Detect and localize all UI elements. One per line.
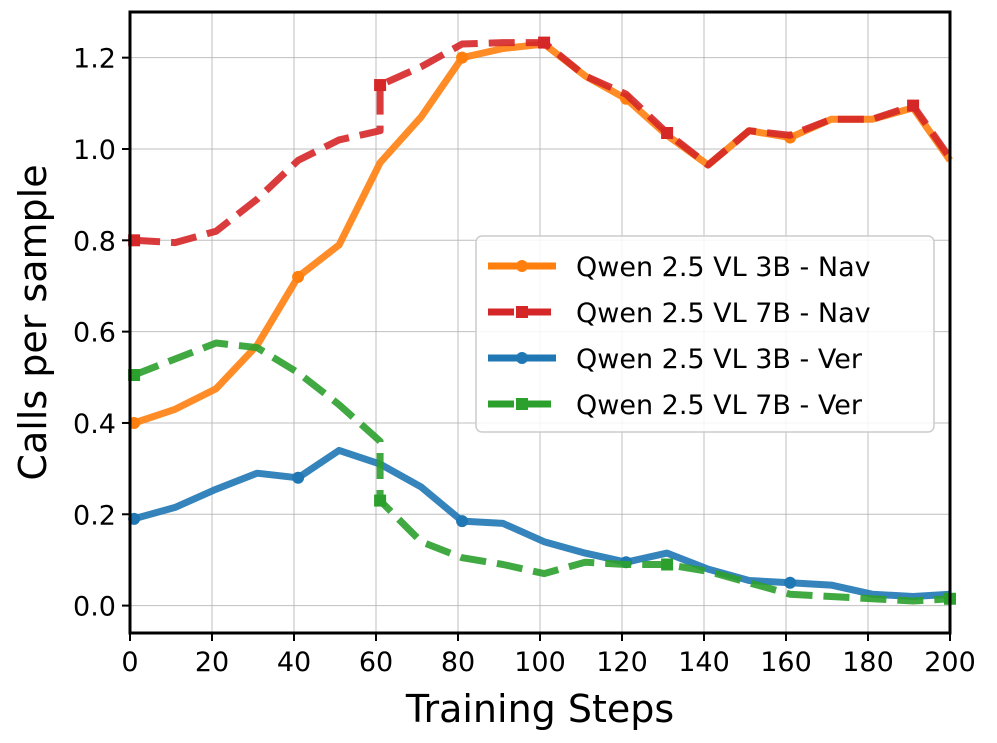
x-tick-label: 200	[924, 647, 976, 678]
series-line	[133, 446, 951, 600]
y-axis-label: Calls per sample	[11, 164, 55, 480]
series-marker	[907, 99, 920, 112]
legend-label: Qwen 2.5 VL 7B - Nav	[576, 298, 871, 329]
legend-label: Qwen 2.5 VL 7B - Ver	[576, 390, 863, 421]
x-tick-label: 0	[121, 647, 138, 678]
series-marker	[456, 51, 469, 64]
legend-item: Qwen 2.5 VL 7B - Nav	[488, 298, 871, 329]
x-tick-label: 60	[359, 647, 393, 678]
y-tick-label: 0.8	[73, 226, 116, 257]
series-line	[132, 339, 951, 605]
y-tick-label: 0.2	[73, 500, 116, 531]
series-marker	[374, 79, 387, 92]
x-tick-label: 40	[277, 647, 311, 678]
x-tick-label: 80	[441, 647, 475, 678]
y-tick-label: 0.0	[73, 592, 116, 623]
series-2	[128, 36, 953, 247]
legend-marker	[516, 306, 528, 318]
series-marker	[784, 576, 797, 589]
x-tick-label: 100	[514, 647, 566, 678]
x-tick-label: 20	[195, 647, 229, 678]
x-tick-label: 120	[596, 647, 648, 678]
legend-item: Qwen 2.5 VL 7B - Ver	[488, 390, 863, 421]
legend-item: Qwen 2.5 VL 3B - Nav	[488, 252, 871, 283]
series-marker	[292, 270, 305, 283]
legend-marker	[516, 398, 528, 410]
legend-label: Qwen 2.5 VL 3B - Ver	[576, 344, 863, 375]
series-marker	[538, 36, 551, 49]
series-marker	[374, 494, 387, 507]
x-tick-label: 180	[842, 647, 894, 678]
x-tick-label: 160	[760, 647, 812, 678]
legend-label: Qwen 2.5 VL 3B - Nav	[576, 252, 871, 283]
legend-box	[475, 235, 935, 433]
series-line	[133, 39, 953, 247]
y-tick-label: 0.4	[73, 409, 116, 440]
y-tick-label: 0.6	[73, 318, 116, 349]
y-tick-label: 1.0	[73, 135, 116, 166]
x-axis-label: Training Steps	[405, 687, 674, 731]
series-layer	[128, 36, 956, 605]
legend-marker	[516, 260, 528, 272]
series-marker	[456, 515, 469, 528]
x-tick-label: 140	[678, 647, 730, 678]
series-marker	[661, 558, 674, 571]
legend-marker	[516, 352, 528, 364]
series-marker	[292, 471, 305, 484]
ticks: 0 20 40 60 80 100 120 140 160 180 200 0.0 0.2 0.4 0.6 0…	[73, 44, 976, 678]
series-marker	[661, 127, 674, 140]
legend-item: Qwen 2.5 VL 3B - Ver	[488, 344, 863, 375]
legend: Qwen 2.5 VL 3B - Nav Qwen 2.5 VL 7B - Nav…	[475, 235, 935, 433]
y-tick-label: 1.2	[73, 44, 116, 75]
